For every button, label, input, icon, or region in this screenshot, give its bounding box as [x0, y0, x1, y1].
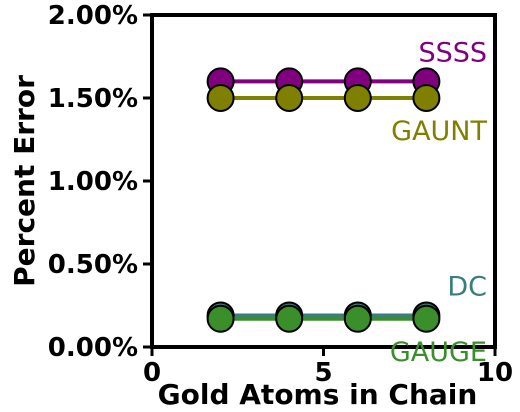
- y-axis-title: Percent Error: [8, 75, 41, 287]
- series-gaunt-point: [275, 84, 304, 112]
- series-gauge-point: [275, 304, 304, 333]
- series-gaunt: [206, 84, 441, 112]
- series-layer: [206, 67, 441, 333]
- y-tick-label: 1.00%: [48, 167, 138, 197]
- x-tick-label: 10: [477, 358, 513, 388]
- ticks-layer: 0.00% 0.50% 1.00% 1.50% 2.00% 0 5 10: [48, 1, 513, 388]
- y-tick-label: 1.50%: [48, 84, 138, 114]
- x-axis-title: Gold Atoms in Chain: [158, 378, 478, 411]
- y-tick-label: 0.50%: [48, 250, 138, 280]
- series-ssss: [206, 67, 441, 96]
- series-gauge-point: [412, 304, 441, 333]
- series-label-gaunt: GAUNT: [391, 116, 487, 147]
- x-tick-label: 5: [314, 358, 332, 388]
- y-tick-label: 0.00%: [48, 333, 138, 363]
- series-dc: [206, 301, 441, 330]
- x-tick-label: 0: [143, 358, 161, 388]
- series-label-gauge: GAUGE: [390, 337, 487, 368]
- series-gaunt-point: [206, 84, 235, 112]
- series-gaunt-point: [412, 84, 441, 112]
- series-label-ssss: SSSS: [418, 37, 487, 68]
- series-label-dc: DC: [447, 271, 487, 302]
- series-labels-layer: SSSS GAUNT DC GAUGE: [390, 37, 488, 367]
- series-gauge: [206, 304, 441, 333]
- series-gauge-point: [206, 304, 235, 333]
- series-gaunt-point: [343, 84, 372, 112]
- y-tick-label: 2.00%: [48, 1, 138, 31]
- series-gauge-point: [343, 304, 372, 333]
